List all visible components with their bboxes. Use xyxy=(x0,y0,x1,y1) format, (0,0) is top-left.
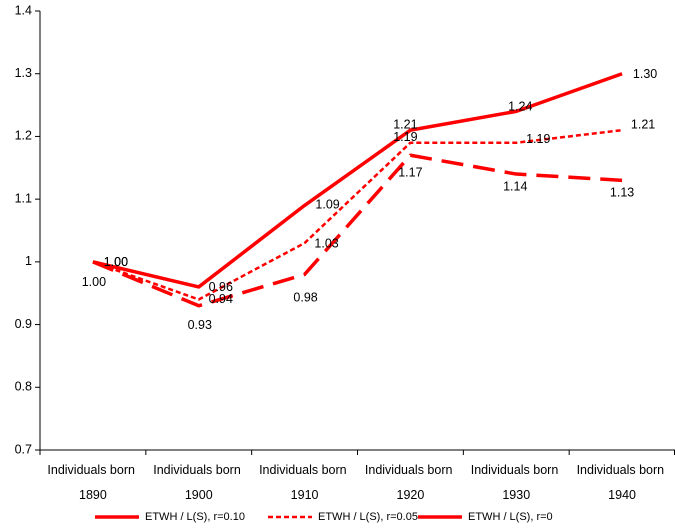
data-label: 1.21 xyxy=(393,117,417,131)
x-tick-label: Individuals born 1900 xyxy=(153,463,244,502)
series-line xyxy=(92,72,623,289)
x-tick-label: Individuals born 1910 xyxy=(259,463,350,502)
x-tick-label-line: Individuals born xyxy=(259,463,350,477)
x-tick-label-line: Individuals born xyxy=(365,463,456,477)
x-tick-label-line: Individuals born xyxy=(471,463,562,477)
x-tick-label-line: 1940 xyxy=(608,488,636,502)
legend-label: ETWH / L(S), r=0 xyxy=(468,511,553,523)
data-label: 1.00 xyxy=(104,255,128,269)
data-label: 1.19 xyxy=(526,132,550,146)
data-label: 0.93 xyxy=(188,318,212,332)
series-line xyxy=(92,153,623,308)
data-label: 1.19 xyxy=(393,130,417,144)
x-tick-label-line: 1890 xyxy=(79,488,107,502)
legend-label: ETWH / L(S), r=0.10 xyxy=(145,511,245,523)
y-tick-label: 1 xyxy=(25,254,32,268)
y-tick-label: 0.8 xyxy=(15,380,32,394)
x-tick-label-line: 1920 xyxy=(397,488,425,502)
y-tick-label: 0.7 xyxy=(15,442,32,456)
series-line xyxy=(92,128,623,301)
data-label: 0.94 xyxy=(209,292,233,306)
legend-label: ETWH / L(S), r=0.05 xyxy=(318,511,418,523)
y-tick-label: 1.3 xyxy=(15,66,32,80)
data-label: 1.09 xyxy=(315,198,339,212)
data-label: 0.98 xyxy=(293,291,317,305)
x-tick-label-line: Individuals born xyxy=(153,463,244,477)
data-label: 1.17 xyxy=(398,166,422,180)
y-tick-label: 0.9 xyxy=(15,317,32,331)
x-tick-label-line: 1910 xyxy=(291,488,319,502)
data-label: 1.14 xyxy=(503,179,527,193)
x-tick-label: Individuals born 1940 xyxy=(577,463,668,502)
data-label: 1.00 xyxy=(104,255,128,269)
data-label: 1.03 xyxy=(314,236,338,250)
y-tick-label: 1.4 xyxy=(15,3,32,17)
data-label: 0.96 xyxy=(209,280,233,294)
x-tick-label-line: 1900 xyxy=(185,488,213,502)
x-tick-label: Individuals born 1930 xyxy=(471,463,562,502)
y-tick-label: 1.1 xyxy=(15,191,32,205)
data-label: 1.24 xyxy=(508,100,532,114)
x-tick-label: Individuals born 1890 xyxy=(47,463,138,502)
data-label: 1.00 xyxy=(82,275,106,289)
data-label: 1.13 xyxy=(610,186,634,200)
x-tick-label-line: 1930 xyxy=(502,488,530,502)
y-tick-label: 1.2 xyxy=(15,129,32,143)
data-label: 1.21 xyxy=(631,117,655,131)
x-tick-label: Individuals born 1920 xyxy=(365,463,456,502)
x-tick-label-line: Individuals born xyxy=(47,463,138,477)
x-tick-label-line: Individuals born xyxy=(577,463,668,477)
data-label: 1.30 xyxy=(633,67,657,81)
